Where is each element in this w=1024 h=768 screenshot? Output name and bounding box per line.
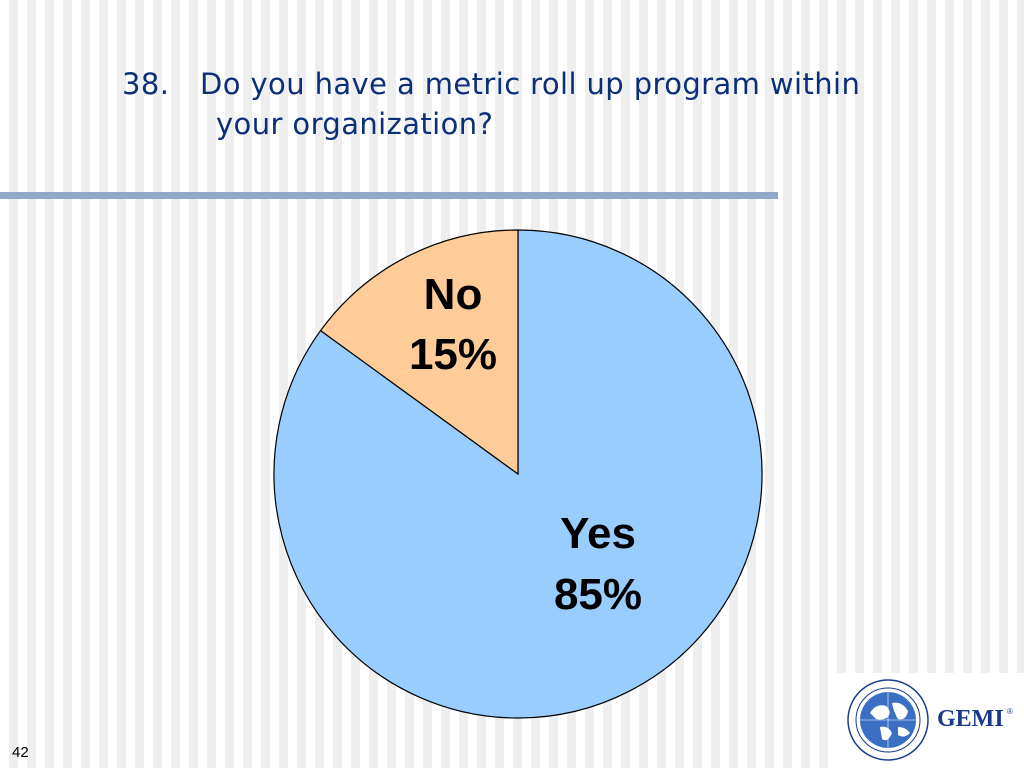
gemi-logo: Global Environmental Management Initiati… <box>836 673 1024 768</box>
slice-percent-no: 15% <box>409 330 497 379</box>
pie-slices <box>273 229 763 719</box>
title-line-1: Do you have a metric roll up program wit… <box>200 67 861 101</box>
page-number: 42 <box>12 744 29 761</box>
title-divider <box>0 192 778 199</box>
title-line-2: your organization? <box>216 107 494 141</box>
slice-label-yes: Yes <box>560 509 636 558</box>
logo-ring-text: Global Environmental Management Initiati… <box>836 673 837 674</box>
pie-labels: Yes 85% No 15% <box>409 270 642 619</box>
slice-percent-yes: 85% <box>554 570 642 619</box>
slide-title: 38. Do you have a metric roll up program … <box>122 64 1002 144</box>
pie-slice-yes <box>273 229 763 719</box>
logo-wordmark: GEMI <box>937 706 1004 732</box>
registered-mark: ® <box>1007 707 1013 716</box>
question-number: 38. <box>122 67 170 101</box>
pie-slice-no <box>319 229 519 476</box>
slice-label-no: No <box>424 270 483 319</box>
globe-icon <box>847 679 929 761</box>
